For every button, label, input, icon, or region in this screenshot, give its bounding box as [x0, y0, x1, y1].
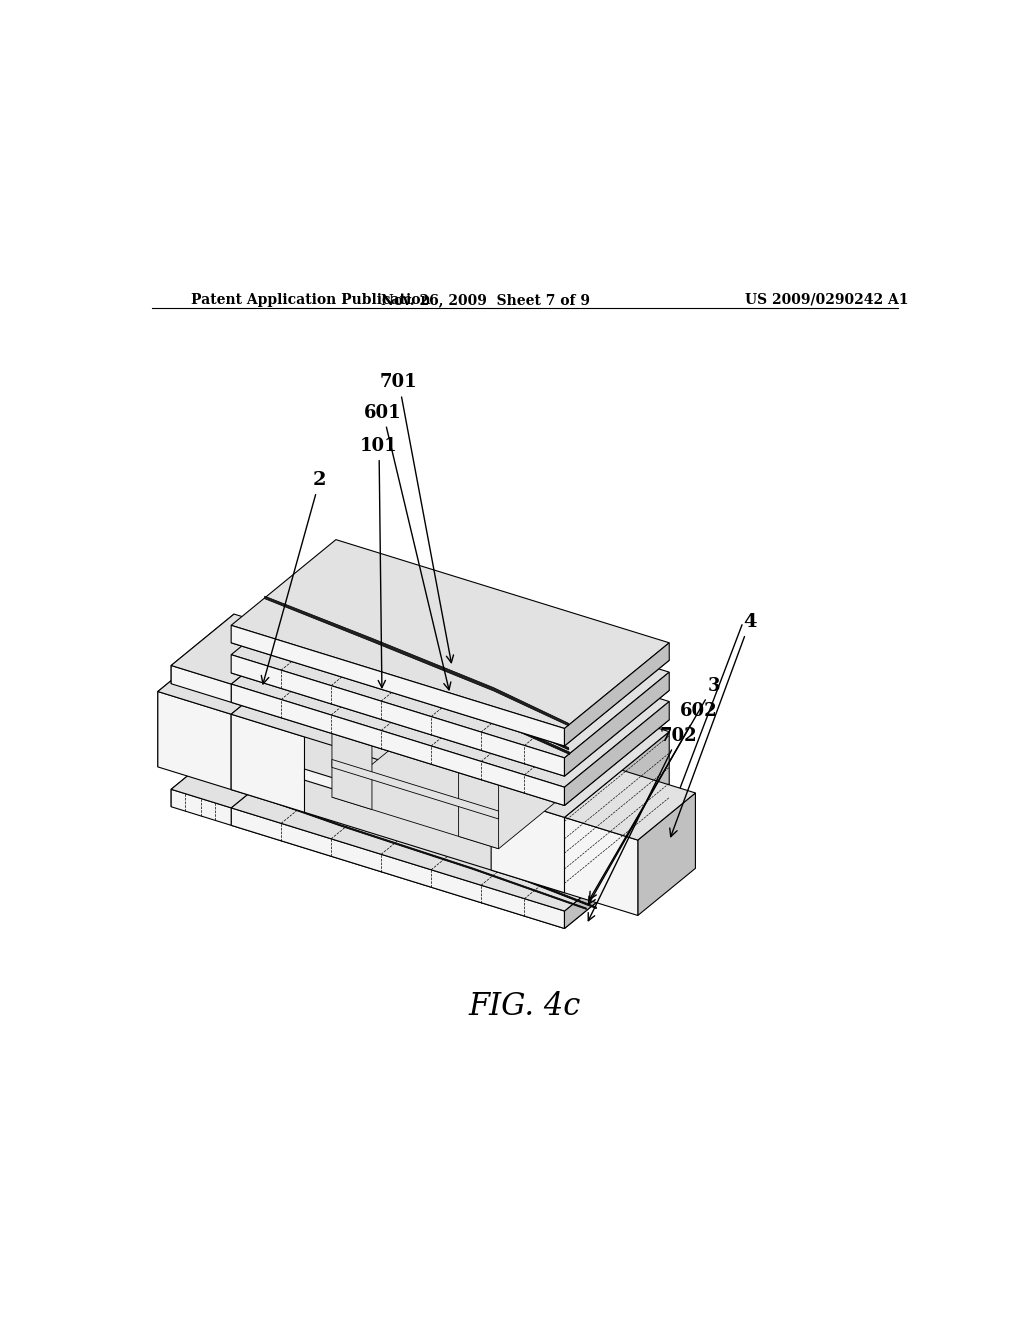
Text: Nov. 26, 2009  Sheet 7 of 9: Nov. 26, 2009 Sheet 7 of 9 [381, 293, 590, 308]
Polygon shape [231, 616, 670, 805]
Polygon shape [492, 795, 564, 892]
Polygon shape [231, 704, 670, 892]
Polygon shape [231, 739, 670, 928]
Polygon shape [171, 665, 231, 702]
Polygon shape [564, 771, 695, 840]
Polygon shape [231, 569, 670, 758]
Polygon shape [231, 540, 670, 729]
Polygon shape [171, 738, 294, 808]
Polygon shape [231, 598, 670, 787]
Text: Patent Application Publication: Patent Application Publication [191, 293, 431, 308]
Polygon shape [158, 692, 231, 789]
Polygon shape [564, 643, 670, 746]
Polygon shape [638, 793, 695, 916]
Polygon shape [564, 825, 670, 928]
Text: 701: 701 [380, 374, 454, 663]
Polygon shape [332, 730, 372, 809]
Polygon shape [564, 672, 670, 776]
Polygon shape [171, 738, 234, 807]
Polygon shape [564, 731, 670, 892]
Text: 3: 3 [590, 677, 720, 899]
Text: 702: 702 [588, 726, 697, 921]
Text: 4: 4 [670, 614, 757, 837]
Polygon shape [158, 644, 289, 714]
Polygon shape [231, 655, 564, 776]
Polygon shape [171, 614, 294, 684]
Polygon shape [564, 701, 670, 805]
Polygon shape [332, 759, 499, 818]
Polygon shape [307, 665, 593, 780]
Polygon shape [231, 628, 670, 817]
Polygon shape [332, 741, 568, 849]
Polygon shape [564, 817, 638, 916]
Polygon shape [231, 587, 670, 776]
Text: 2: 2 [261, 471, 327, 684]
Text: US 2009/0290242 A1: US 2009/0290242 A1 [744, 293, 908, 308]
Polygon shape [459, 768, 499, 849]
Text: FIG. 4c: FIG. 4c [469, 991, 581, 1022]
Polygon shape [231, 626, 564, 746]
Polygon shape [171, 614, 234, 684]
Polygon shape [171, 789, 231, 825]
Text: 602: 602 [589, 702, 717, 904]
Polygon shape [332, 673, 568, 781]
Polygon shape [264, 597, 568, 726]
Polygon shape [230, 785, 587, 909]
Polygon shape [262, 627, 569, 755]
Polygon shape [230, 771, 596, 908]
Polygon shape [231, 684, 564, 805]
Polygon shape [158, 644, 215, 767]
Text: 601: 601 [365, 404, 451, 690]
Polygon shape [231, 714, 304, 812]
Polygon shape [231, 722, 670, 911]
Polygon shape [384, 702, 517, 743]
Polygon shape [260, 624, 568, 750]
Text: 101: 101 [360, 437, 397, 688]
Polygon shape [304, 770, 492, 838]
Polygon shape [231, 557, 670, 746]
Polygon shape [231, 808, 564, 928]
